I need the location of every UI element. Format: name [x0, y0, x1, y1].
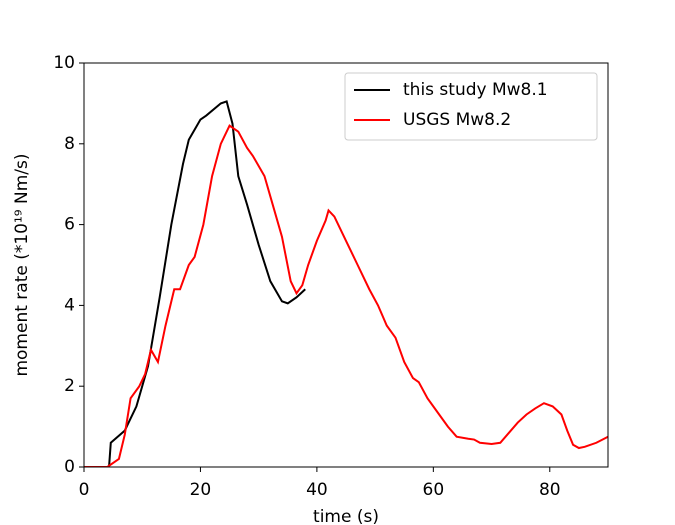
y-axis-label: moment rate (*10¹⁹ Nm/s): [12, 153, 32, 376]
y-tick-label: 10: [53, 53, 75, 73]
series-line: [84, 124, 608, 467]
legend-label: USGS Mw8.2: [403, 110, 511, 130]
y-tick-label: 2: [64, 376, 75, 396]
y-tick-label: 4: [64, 295, 75, 315]
x-tick-label: 40: [306, 480, 328, 500]
y-tick-label: 0: [64, 457, 75, 477]
x-tick-label: 0: [79, 480, 90, 500]
x-tick-label: 60: [423, 480, 445, 500]
legend-label: this study Mw8.1: [403, 80, 548, 100]
x-tick-label: 80: [539, 480, 561, 500]
x-tick-label: 20: [190, 480, 212, 500]
series-line: [84, 100, 306, 467]
y-tick-label: 6: [64, 215, 75, 235]
y-tick-label: 8: [64, 134, 75, 154]
plot-frame: [83, 62, 609, 468]
x-axis-label: time (s): [313, 507, 379, 525]
legend-box: [344, 72, 598, 141]
